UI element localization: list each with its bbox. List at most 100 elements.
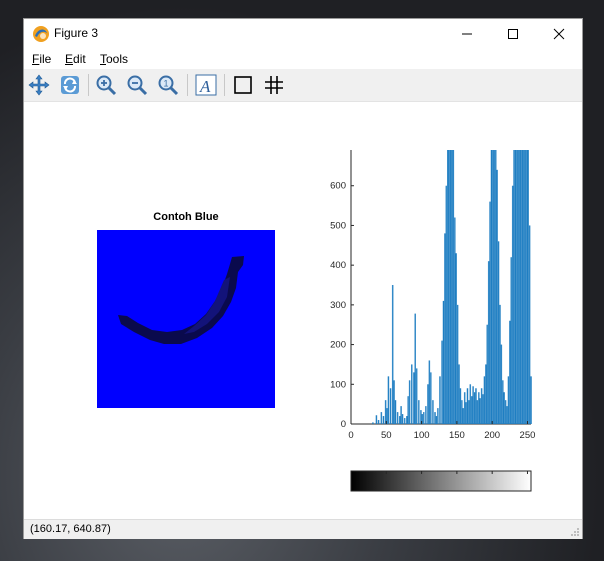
- histogram-bar: [420, 410, 422, 424]
- histogram-bar: [466, 402, 467, 424]
- histogram-bar: [513, 150, 515, 424]
- histogram-bar: [372, 422, 373, 424]
- y-tick-label: 500: [330, 220, 346, 231]
- histogram-bar: [372, 422, 374, 424]
- histogram-bar: [395, 400, 397, 424]
- image-axes-title: Contoh Blue: [153, 211, 219, 223]
- histogram-bar: [441, 340, 443, 424]
- histogram-bar: [485, 364, 486, 424]
- zoom-reset-icon: 1: [158, 75, 179, 96]
- histogram-bar: [474, 392, 476, 424]
- histogram-bar: [521, 150, 523, 424]
- zoom-reset-button[interactable]: 1: [155, 72, 181, 98]
- pan-button[interactable]: [26, 72, 52, 98]
- histogram-bar: [456, 304, 458, 424]
- histogram-bar: [388, 376, 390, 424]
- histogram-bar: [446, 185, 448, 424]
- histogram-bar: [471, 396, 473, 424]
- histogram-bar: [502, 380, 503, 424]
- grid-button[interactable]: [261, 72, 287, 98]
- histogram-bar: [483, 394, 484, 424]
- title-bar[interactable]: Figure 3: [24, 19, 582, 49]
- histogram-bar: [442, 300, 444, 424]
- menu-file[interactable]: File: [32, 52, 52, 66]
- histogram-bar: [428, 360, 430, 424]
- rotate-button[interactable]: [57, 72, 83, 98]
- histogram-bar: [457, 304, 459, 424]
- histogram-bar: [423, 412, 424, 424]
- histogram-bar: [509, 320, 510, 424]
- histogram-bar: [507, 376, 509, 424]
- histogram-bar: [526, 150, 527, 424]
- histogram-bar: [479, 398, 481, 424]
- histogram-bar: [514, 150, 515, 424]
- minimize-icon: [462, 33, 472, 35]
- histogram-bar: [447, 150, 449, 424]
- toolbar-separator: [187, 74, 188, 96]
- histogram-bar: [505, 400, 507, 424]
- histogram-bar: [486, 324, 488, 424]
- histogram-bar: [461, 400, 462, 424]
- histogram-bar: [515, 150, 517, 424]
- x-tick-label: 150: [449, 430, 465, 441]
- histogram-bar: [408, 396, 409, 424]
- histogram-bar: [406, 416, 408, 424]
- banana-highlight: [184, 277, 230, 334]
- resize-grip-icon[interactable]: [570, 527, 580, 537]
- histogram-bar: [482, 394, 484, 424]
- histogram-bar: [436, 416, 438, 424]
- histogram-bar: [377, 420, 379, 424]
- text-button[interactable]: A: [193, 72, 219, 98]
- histogram-bar: [516, 150, 518, 424]
- histogram-bar: [444, 233, 445, 424]
- maximize-button[interactable]: [490, 19, 536, 49]
- histogram-bar: [469, 384, 471, 424]
- histogram-bar: [462, 408, 464, 424]
- y-tick-label: 0: [341, 419, 346, 430]
- histogram-bar: [409, 380, 411, 424]
- histogram-bar: [381, 412, 383, 424]
- x-tick-label: 200: [484, 430, 500, 441]
- box-icon: [234, 76, 252, 94]
- histogram-bar: [387, 408, 388, 424]
- zoom-in-button[interactable]: [93, 72, 119, 98]
- histogram-bar: [500, 344, 502, 424]
- menu-tools[interactable]: Tools: [100, 52, 129, 66]
- zoom-out-button[interactable]: [124, 72, 150, 98]
- histogram-bar: [452, 150, 454, 424]
- histogram-bar: [481, 388, 483, 424]
- histogram-bar: [465, 402, 467, 424]
- histogram-bar: [461, 400, 463, 424]
- histogram-bar: [490, 201, 491, 424]
- close-icon: [553, 28, 565, 40]
- histogram-bar: [528, 150, 529, 424]
- image-axes: [97, 230, 275, 408]
- close-button[interactable]: [536, 19, 582, 49]
- histogram-bar: [520, 150, 522, 424]
- x-tick-label: 50: [381, 430, 392, 441]
- histogram-bar: [455, 253, 457, 424]
- histogram-bar: [476, 400, 478, 424]
- histogram-bar: [475, 388, 477, 424]
- menu-edit[interactable]: Edit: [65, 52, 86, 66]
- histogram-bar: [491, 150, 493, 424]
- histogram-bar: [508, 376, 510, 424]
- histogram-bar: [402, 414, 404, 424]
- histogram-bar: [408, 380, 410, 424]
- figure-canvas[interactable]: Contoh Blue 0 50 100 150 200 250 0 100 200 300 40…: [24, 102, 582, 519]
- histogram-bar: [394, 400, 396, 424]
- minimize-button[interactable]: [444, 19, 490, 49]
- histogram-bar: [478, 392, 480, 424]
- banana-shape: [118, 256, 244, 344]
- svg-text:A: A: [199, 77, 211, 96]
- box-button[interactable]: [230, 72, 256, 98]
- histogram-bar: [422, 414, 424, 424]
- histogram-bar: [497, 241, 499, 424]
- histogram-bar: [448, 150, 450, 424]
- histogram-bar: [514, 150, 516, 424]
- histogram-bar: [510, 257, 512, 424]
- histogram-bar: [509, 320, 511, 424]
- histogram-bar: [458, 364, 460, 424]
- histogram-bar: [524, 150, 526, 424]
- histogram-bar: [390, 388, 392, 424]
